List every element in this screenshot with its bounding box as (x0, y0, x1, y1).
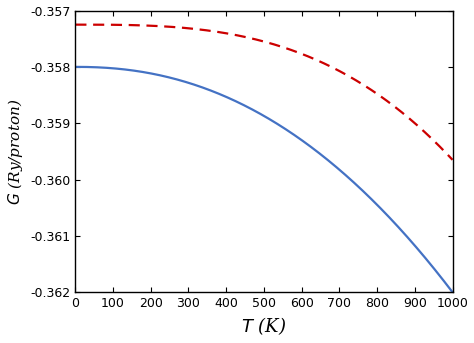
Y-axis label: $G$ (Ry/proton): $G$ (Ry/proton) (6, 98, 25, 205)
X-axis label: $T$ (K): $T$ (K) (241, 316, 287, 338)
